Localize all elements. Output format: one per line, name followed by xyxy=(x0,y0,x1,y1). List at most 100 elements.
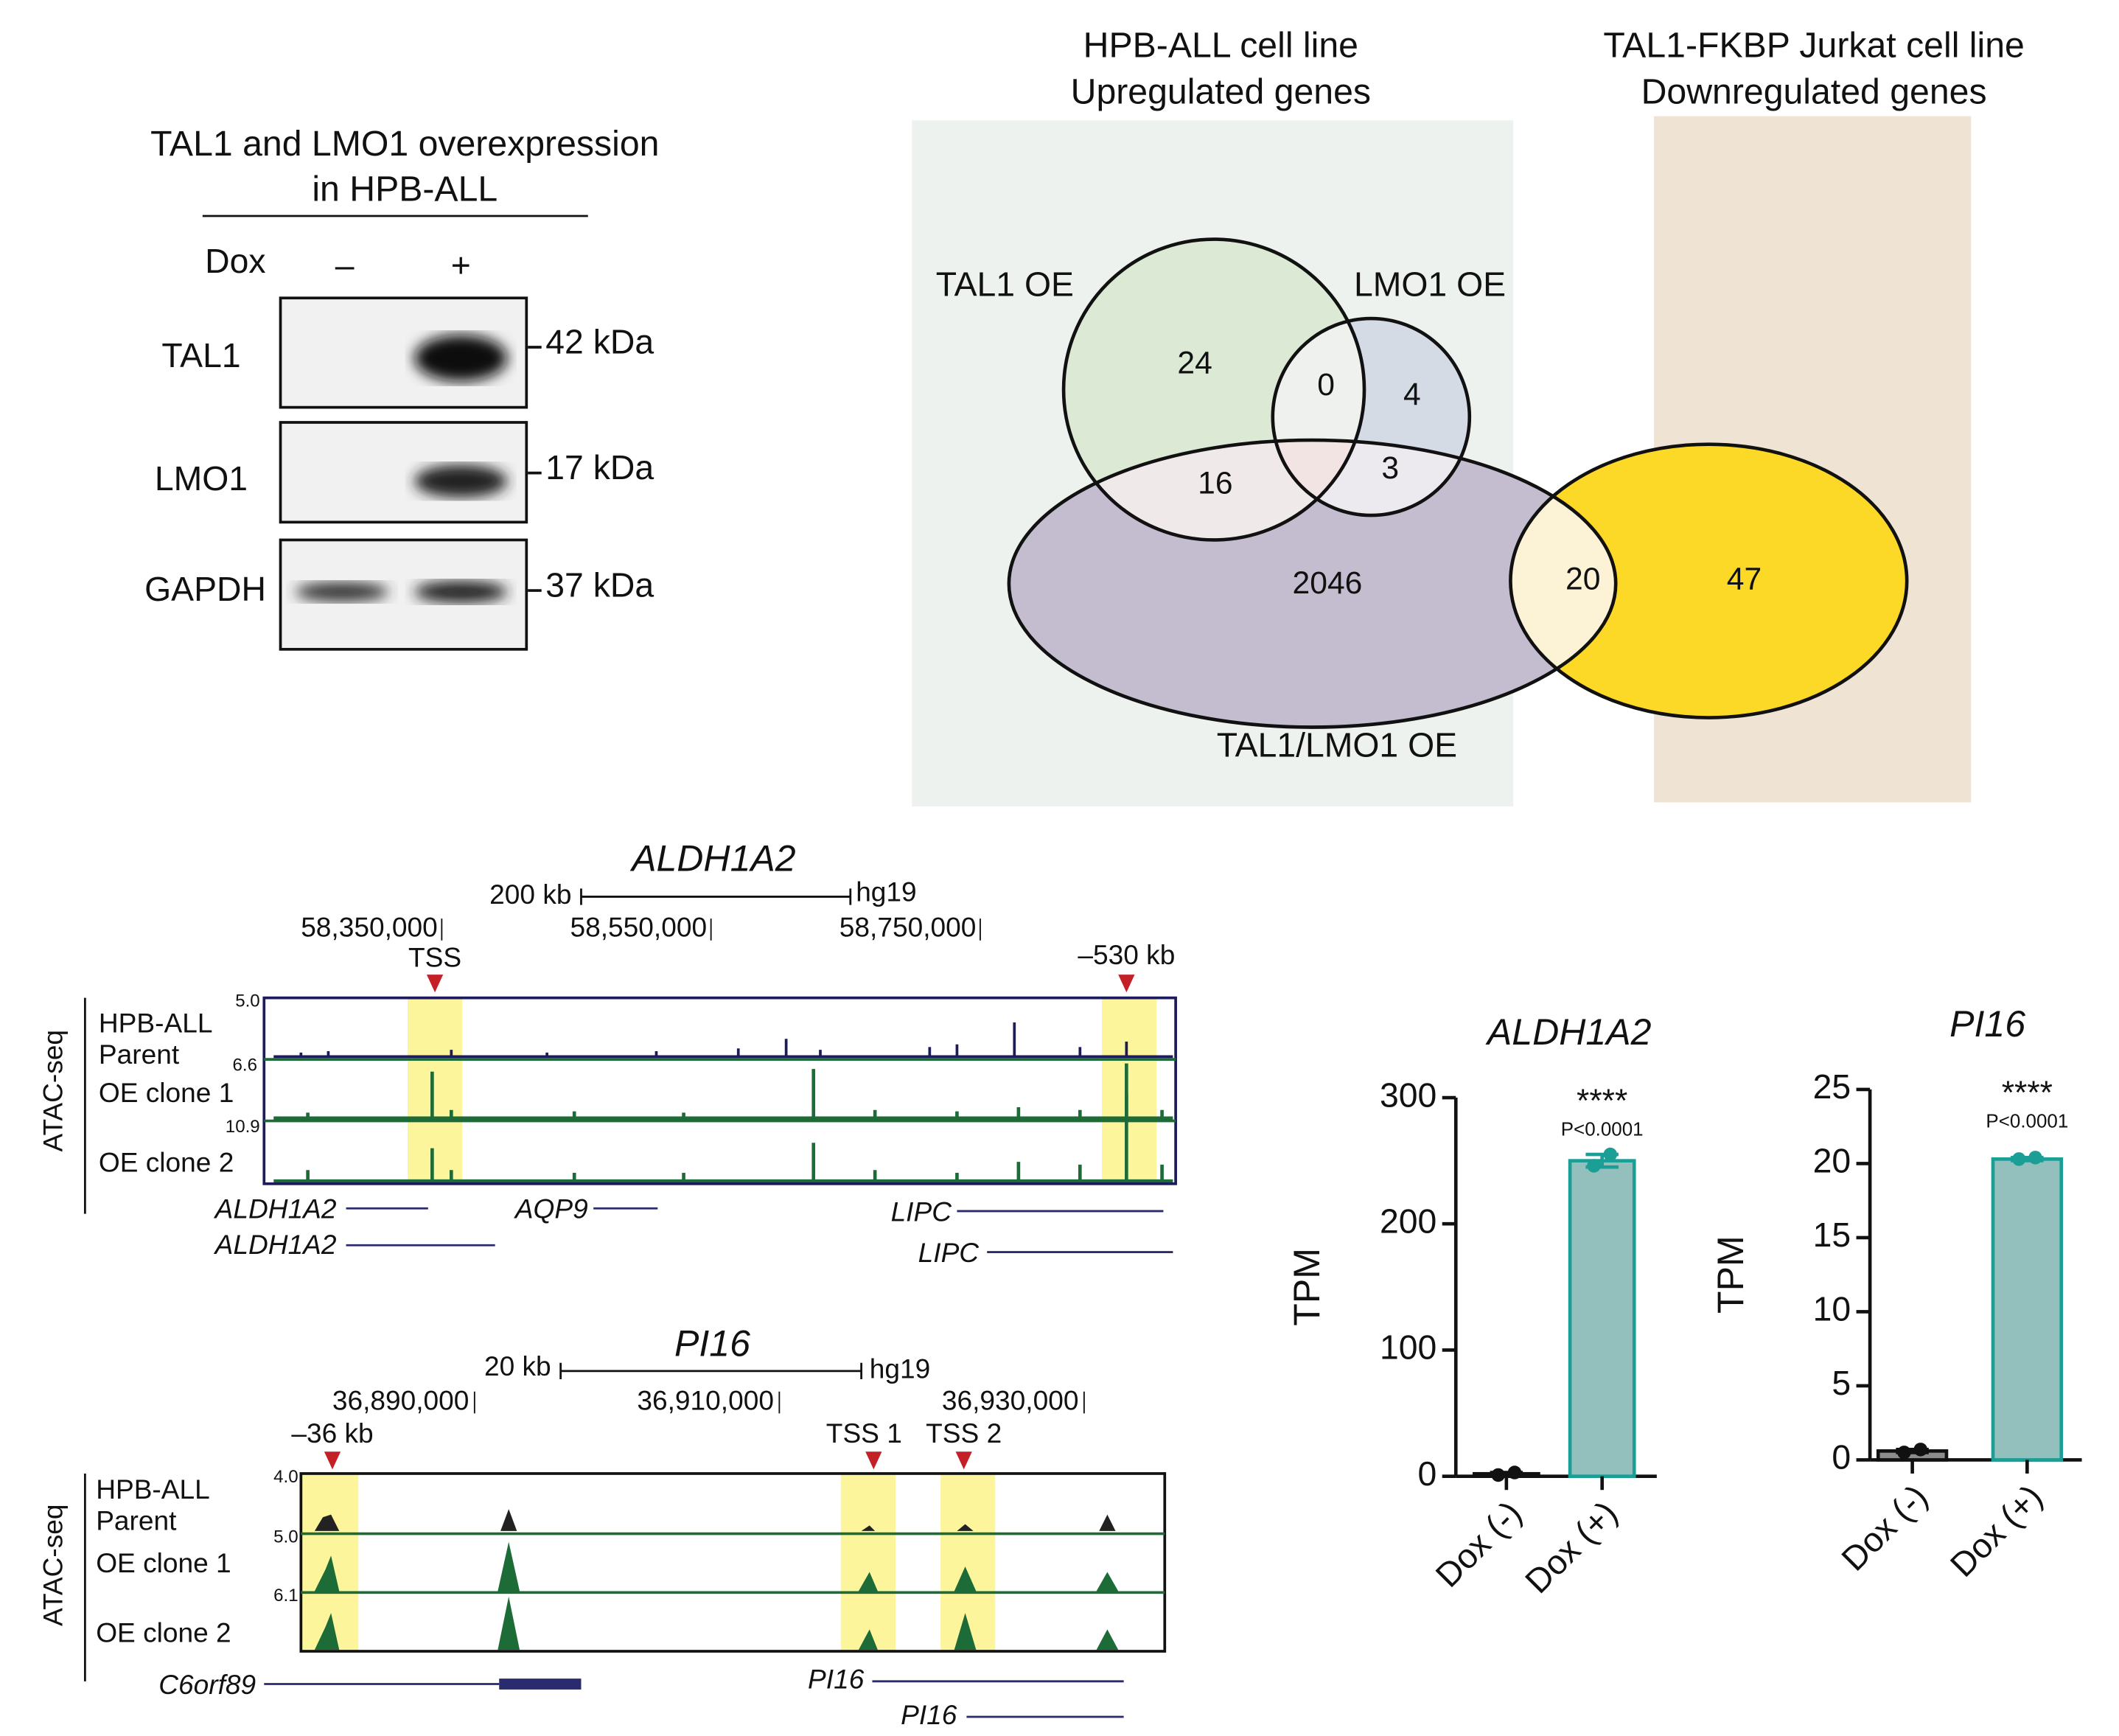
protein: TAL1 xyxy=(161,336,240,374)
coordinate: 58,350,000 xyxy=(301,912,438,943)
venn-header: HPB-ALL cell line xyxy=(1083,26,1358,66)
count: 47 xyxy=(1727,561,1762,596)
scale: 20 kb xyxy=(484,1350,551,1381)
signal xyxy=(273,1093,1173,1183)
data-point xyxy=(2028,1151,2042,1165)
gene-name: ALDH1A2 xyxy=(214,1229,337,1260)
y-tick-label: 10 xyxy=(1813,1290,1851,1328)
count: 16 xyxy=(1198,466,1232,501)
assay: ATAC-seq xyxy=(37,1504,68,1626)
track-max: 6.1 xyxy=(273,1586,298,1606)
condition: Dox xyxy=(205,242,265,280)
annotation: **** xyxy=(2002,1075,2053,1111)
band xyxy=(414,581,508,603)
sample: OE clone 1 xyxy=(96,1547,231,1578)
genome: hg19 xyxy=(856,876,916,907)
x-tick-label: Dox (+) xyxy=(1943,1477,2050,1584)
sample: OE clone 1 xyxy=(99,1077,234,1108)
genome-track: PI16 20 kb hg19 36,890,000 36,910,000 36… xyxy=(37,1323,1167,1730)
set-outline xyxy=(1271,316,1472,517)
scale-bar xyxy=(580,888,852,905)
marker: –36 kb xyxy=(291,1418,373,1449)
annotation: **** xyxy=(1577,1083,1627,1119)
genome-track: ALDH1A2 200 kb hg19 58,350,000 58,550,00… xyxy=(37,837,1177,1268)
y-tick-label: 5 xyxy=(1832,1364,1851,1402)
bar xyxy=(1568,1159,1636,1478)
set-label: TAL1/LMO1 OE xyxy=(1217,726,1457,764)
protein: GAPDH xyxy=(144,570,266,608)
marker: TSS 2 xyxy=(926,1418,1002,1449)
venn: HPB-ALL cell line Upregulated genes TAL1… xyxy=(912,26,2025,807)
track-frame xyxy=(299,1472,1167,1653)
set-region xyxy=(1510,444,1907,718)
track-frame xyxy=(262,996,1177,1185)
coordinate: 36,910,000 xyxy=(637,1384,774,1415)
marker-arrow xyxy=(324,1451,972,1470)
track-max: 4.0 xyxy=(273,1467,298,1487)
track-divider xyxy=(301,1532,1165,1594)
set-label: TAL1 OE xyxy=(936,265,1074,304)
bar xyxy=(1991,1157,2064,1462)
data-point xyxy=(1491,1468,1506,1482)
y-tick-label: 20 xyxy=(1813,1142,1851,1180)
blot-title: in HPB-ALL xyxy=(312,169,498,209)
chart-title: PI16 xyxy=(1949,1003,2025,1045)
marker: TSS xyxy=(408,942,461,973)
coord-tick xyxy=(473,1391,1085,1414)
assay: ATAC-seq xyxy=(37,1030,68,1152)
gene-name: AQP9 xyxy=(514,1193,588,1224)
gene-name: PI16 xyxy=(808,1664,865,1695)
size: 37 kDa xyxy=(545,566,654,604)
sample: Parent xyxy=(99,1039,180,1070)
size: 17 kDa xyxy=(545,448,654,487)
marker: TSS 1 xyxy=(826,1418,902,1449)
count: 3 xyxy=(1381,450,1399,486)
data-point xyxy=(1587,1159,1601,1173)
signal xyxy=(273,1063,1173,1120)
marker: –530 kb xyxy=(1078,939,1175,970)
highlight xyxy=(840,1473,896,1652)
gene-model xyxy=(346,1207,1173,1253)
gene-name: PI16 xyxy=(901,1699,957,1730)
lane: – xyxy=(335,246,355,285)
protein: LMO1 xyxy=(155,459,248,498)
data-point xyxy=(1897,1446,1911,1460)
track-max: 6.6 xyxy=(233,1056,258,1076)
y-tick-label: 200 xyxy=(1380,1202,1436,1240)
count: 2046 xyxy=(1293,565,1363,601)
genome: hg19 xyxy=(870,1353,930,1384)
highlight xyxy=(940,1473,996,1652)
x-tick-label: Dox (+) xyxy=(1518,1493,1624,1600)
x-tick-label: Dox (-) xyxy=(1834,1477,1935,1578)
coordinate: 58,550,000 xyxy=(570,912,708,943)
track-title: ALDH1A2 xyxy=(629,837,796,879)
y-tick-label: 25 xyxy=(1813,1067,1851,1106)
gene-model xyxy=(264,1680,1124,1718)
data-point xyxy=(2011,1152,2026,1166)
venn-header: Upregulated genes xyxy=(1071,72,1371,112)
chart-title: ALDH1A2 xyxy=(1485,1011,1652,1053)
sample: OE clone 2 xyxy=(96,1617,231,1648)
track-max: 5.0 xyxy=(235,991,260,1011)
gene-name: C6orf89 xyxy=(158,1669,256,1700)
set-label: LMO1 OE xyxy=(1354,265,1506,304)
set-outline xyxy=(1509,442,1909,719)
signal xyxy=(273,1509,1162,1531)
coordinate: 58,750,000 xyxy=(839,912,977,943)
track-title: PI16 xyxy=(674,1323,750,1364)
signal xyxy=(273,1541,1162,1592)
gene-name: LIPC xyxy=(891,1196,952,1227)
data-point xyxy=(1507,1465,1522,1479)
western-blot: TAL1 and LMO1 overexpression in HPB-ALL … xyxy=(144,124,659,651)
gene-name: LIPC xyxy=(918,1237,980,1268)
sample: Parent xyxy=(96,1505,177,1536)
data-point xyxy=(1913,1443,1927,1457)
sample: OE clone 2 xyxy=(99,1147,234,1178)
y-tick-label: 300 xyxy=(1380,1076,1436,1114)
set-outline xyxy=(1061,237,1366,542)
band xyxy=(295,582,389,602)
signal xyxy=(273,1596,1162,1650)
overlap-region xyxy=(1272,440,1365,516)
track-max: 5.0 xyxy=(273,1527,298,1547)
